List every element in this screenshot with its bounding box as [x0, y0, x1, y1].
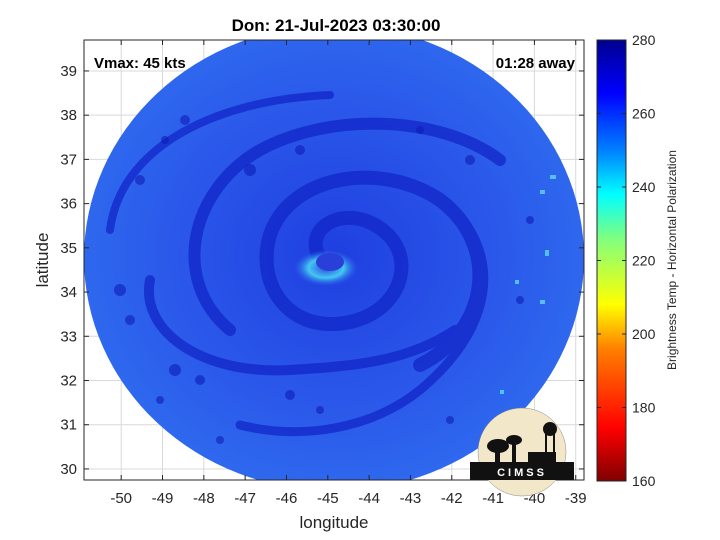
colorbar-tick-label: 180	[632, 400, 656, 416]
colorbar-tick-label: 280	[632, 32, 656, 48]
cimss-logo: CIMSS	[470, 407, 574, 497]
colorbar-ramp	[596, 39, 627, 482]
y-tick-labels: 39 38 37 36 35 34 33 32 31 30	[60, 63, 77, 478]
plot-area	[83, 39, 585, 481]
x-tick-label: -49	[152, 490, 174, 507]
colorbar-tick-label: 200	[632, 326, 656, 342]
colorbar-tick-label: 240	[632, 179, 656, 195]
y-tick-label: 33	[60, 328, 77, 345]
x-tick-labels: -50 -49 -48 -47 -46 -45 -44 -43 -42 -41 -40 -39	[110, 490, 586, 507]
tick-marks	[84, 40, 584, 480]
colorbar-tick-label: 220	[632, 253, 656, 269]
x-tick-label: -41	[482, 490, 504, 507]
x-tick-label: -50	[110, 490, 132, 507]
colorbar-tick-labels: 280 260 240 220 200 180 160	[597, 32, 656, 489]
y-tick-label: 34	[60, 284, 77, 301]
x-tick-label: -44	[358, 490, 380, 507]
axes-frame	[83, 39, 585, 481]
x-tick-label: -45	[317, 490, 339, 507]
y-axis-label: latitude	[33, 233, 52, 288]
y-tick-label: 38	[60, 107, 77, 124]
x-axis-label: longitude	[299, 513, 368, 532]
x-tick-label: -39	[565, 490, 587, 507]
y-tick-label: 30	[60, 461, 77, 478]
y-tick-label: 39	[60, 63, 77, 80]
y-tick-label: 35	[60, 240, 77, 257]
colorbar-label: Brightness Temp - Horizontal Polarizatio…	[665, 150, 679, 370]
microwave-swath-image	[84, 40, 584, 480]
x-tick-label: -46	[276, 490, 298, 507]
time-offset-label: 01:28 away	[496, 55, 576, 72]
colorbar-tick-label: 260	[632, 106, 656, 122]
plot-title: Don: 21-Jul-2023 03:30:00	[232, 16, 441, 35]
colorbar-tick-label: 160	[632, 473, 656, 489]
x-tick-label: -42	[441, 490, 463, 507]
colorbar: 280 260 240 220 200 180 160 Brightness Temp - …	[596, 32, 679, 489]
y-tick-label: 31	[60, 417, 77, 434]
vmax-label: Vmax: 45 kts	[94, 55, 186, 72]
y-tick-label: 36	[60, 196, 77, 213]
logo-text: CIMSS	[497, 467, 547, 479]
logo-silhouette-icon	[470, 422, 574, 480]
x-tick-label: -47	[234, 490, 256, 507]
y-tick-label: 37	[60, 151, 77, 168]
x-tick-label: -48	[193, 490, 215, 507]
y-tick-label: 32	[60, 373, 77, 390]
x-tick-label: -43	[400, 490, 422, 507]
